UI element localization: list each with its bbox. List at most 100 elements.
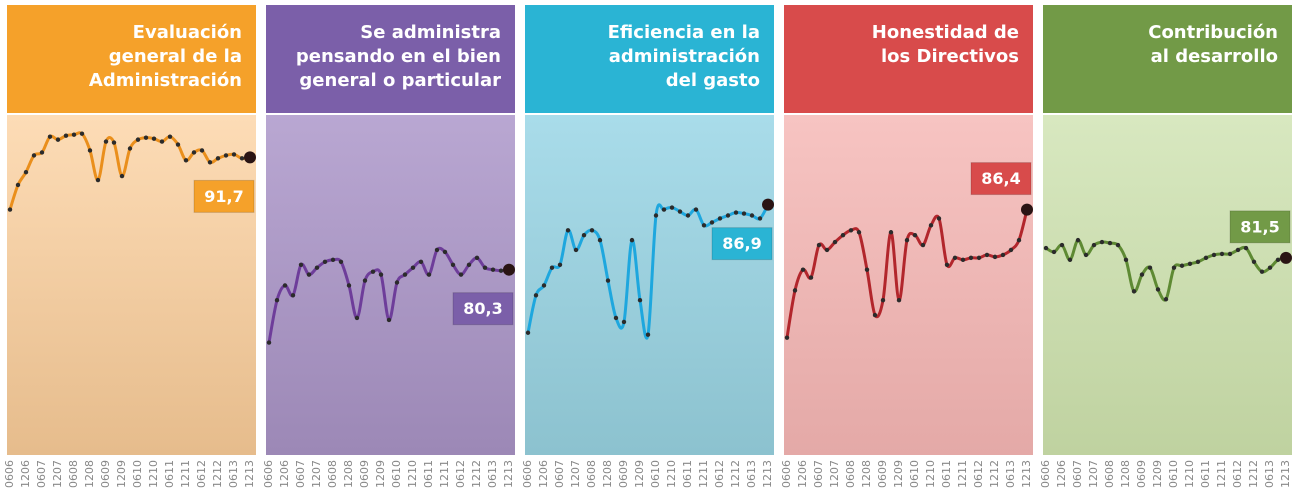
point [904,237,910,243]
point [151,136,157,141]
point [677,209,683,214]
point [749,213,755,218]
x-tick-label: 0606 [262,460,275,488]
point [346,283,352,288]
point [968,255,974,261]
panel-body [525,115,774,455]
point [976,255,982,261]
x-tick-label: 0610 [131,460,144,488]
point [103,139,109,144]
x-tick-label: 1212 [211,460,224,488]
point [880,298,886,303]
point [322,259,328,265]
x-tick-label: 0611 [940,460,953,488]
point [482,265,488,270]
point [573,247,579,253]
point [306,272,312,277]
point [784,335,790,340]
point [912,233,918,238]
point [402,272,408,277]
x-tick-label: 0609 [99,460,112,488]
x-tick-label: 0613 [227,460,240,488]
point [1187,261,1193,266]
point [71,132,77,137]
point [1171,265,1177,270]
point [800,267,806,272]
point [394,280,400,285]
x-tick-label: 1208 [601,460,614,488]
x-tick-label: 0608 [585,460,598,488]
point [47,134,53,139]
x-tick-label: 1212 [470,460,483,488]
point [119,173,125,179]
point [378,272,384,277]
point [741,211,747,216]
point [183,158,189,163]
point [175,142,181,147]
point [1211,252,1217,258]
x-tick-label: 1209 [633,460,646,488]
point [1059,242,1065,248]
panel-title: Honestidad de [872,22,1019,43]
x-tick-label: 0608 [326,460,339,488]
point [936,216,942,221]
point [362,278,368,283]
point [928,223,934,228]
x-tick-label: 0607 [35,460,48,488]
point [1235,247,1241,253]
point [282,283,288,288]
point [63,133,69,138]
x-tick-label: 1213 [1279,460,1292,488]
point [426,272,432,277]
x-tick-label: 1211 [179,460,192,488]
x-tick-label: 0610 [908,460,921,488]
x-tick-label: 1213 [243,460,256,488]
point [223,153,229,158]
point [533,293,539,298]
point [79,131,85,136]
x-tick-label: 0609 [358,460,371,488]
point [589,228,595,233]
point [808,275,814,280]
last-point [1021,203,1033,216]
point [525,330,531,335]
x-tick-label: 0613 [745,460,758,488]
x-tick-label: 1206 [278,460,291,488]
panel-title: Eficiencia en la [608,22,760,43]
x-tick-label: 1210 [924,460,937,488]
x-tick-label: 0609 [876,460,889,488]
point [191,150,197,155]
point [792,288,798,293]
point [757,216,763,221]
point [1139,272,1145,277]
panel-header [525,5,774,113]
point [629,237,635,243]
point [637,298,643,303]
point [167,134,173,139]
x-tick-label: 1208 [860,460,873,488]
point [418,259,424,265]
point [1131,289,1137,294]
x-tick-label: 1206 [796,460,809,488]
point [992,254,998,260]
x-tick-label: 0613 [486,460,499,488]
point [872,312,878,318]
x-tick-label: 0608 [67,460,80,488]
point [864,267,870,272]
point [960,257,966,263]
x-tick-label: 1210 [406,460,419,488]
point [314,265,320,270]
panel-header [1043,5,1292,113]
panel-header [784,5,1033,113]
x-tick-label: 0612 [1231,460,1244,488]
x-tick-label: 1209 [892,460,905,488]
point [1267,265,1273,270]
x-tick-label: 0612 [972,460,985,488]
point [458,272,464,277]
point [298,262,304,267]
x-tick-label: 1211 [1215,460,1228,488]
x-tick-label: 0610 [1167,460,1180,488]
point [87,148,93,153]
panel-title: al desarrollo [1151,46,1278,67]
point [490,267,496,272]
